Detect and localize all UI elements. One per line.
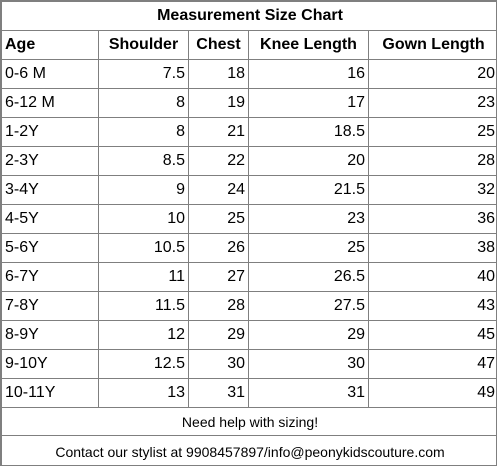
cell-chest: 29	[188, 320, 249, 350]
cell-age: 2-3Y	[1, 146, 99, 176]
cell-age: 5-6Y	[1, 233, 99, 263]
cell-shoulder: 7.5	[98, 59, 189, 89]
cell-knee-length: 27.5	[248, 291, 369, 321]
table-row: 3-4Y 9 24 21.5 32	[1, 175, 496, 205]
cell-chest: 19	[188, 88, 249, 118]
table-row: 5-6Y 10.5 26 25 38	[1, 233, 496, 263]
cell-age: 6-7Y	[1, 262, 99, 292]
table-row: 10-11Y 13 31 31 49	[1, 378, 496, 408]
cell-knee-length: 23	[248, 204, 369, 234]
cell-knee-length: 18.5	[248, 117, 369, 147]
table-row: 6-7Y 11 27 26.5 40	[1, 262, 496, 292]
cell-chest: 31	[188, 378, 249, 408]
cell-knee-length: 21.5	[248, 175, 369, 205]
cell-shoulder: 13	[98, 378, 189, 408]
column-header-chest: Chest	[188, 30, 249, 60]
cell-age: 10-11Y	[1, 378, 99, 408]
cell-age: 7-8Y	[1, 291, 99, 321]
cell-gown-length: 36	[367, 204, 496, 234]
table-row: 0-6 M 7.5 18 16 20	[1, 59, 496, 89]
cell-shoulder: 12	[98, 320, 189, 350]
cell-gown-length: 25	[367, 117, 496, 147]
cell-age: 4-5Y	[1, 204, 99, 234]
cell-shoulder: 10	[98, 204, 189, 234]
cell-age: 3-4Y	[1, 175, 99, 205]
table-row: 2-3Y 8.5 22 20 28	[1, 146, 496, 176]
help-text: Need help with sizing!	[1, 407, 496, 436]
cell-age: 1-2Y	[1, 117, 99, 147]
cell-shoulder: 12.5	[98, 349, 189, 379]
column-header-age: Age	[1, 30, 99, 60]
cell-gown-length: 49	[367, 378, 496, 408]
cell-gown-length: 43	[367, 291, 496, 321]
cell-age: 6-12 M	[1, 88, 99, 118]
cell-knee-length: 30	[248, 349, 369, 379]
cell-chest: 27	[188, 262, 249, 292]
column-header-gown-length: Gown Length	[367, 30, 496, 60]
cell-chest: 30	[188, 349, 249, 379]
cell-chest: 24	[188, 175, 249, 205]
cell-gown-length: 28	[367, 146, 496, 176]
cell-shoulder: 10.5	[98, 233, 189, 263]
cell-shoulder: 8	[98, 117, 189, 147]
cell-gown-length: 32	[367, 175, 496, 205]
cell-gown-length: 40	[367, 262, 496, 292]
cell-gown-length: 45	[367, 320, 496, 350]
cell-knee-length: 29	[248, 320, 369, 350]
cell-chest: 26	[188, 233, 249, 263]
cell-chest: 21	[188, 117, 249, 147]
table-row: 4-5Y 10 25 23 36	[1, 204, 496, 234]
column-header-knee-length: Knee Length	[248, 30, 369, 60]
cell-chest: 28	[188, 291, 249, 321]
cell-age: 8-9Y	[1, 320, 99, 350]
cell-knee-length: 26.5	[248, 262, 369, 292]
cell-shoulder: 9	[98, 175, 189, 205]
table-row: 7-8Y 11.5 28 27.5 43	[1, 291, 496, 321]
cell-shoulder: 8.5	[98, 146, 189, 176]
cell-shoulder: 11	[98, 262, 189, 292]
header-row: Age Shoulder Chest Knee Length Gown Leng…	[1, 30, 496, 60]
table-row: 6-12 M 8 19 17 23	[1, 88, 496, 118]
contact-text: Contact our stylist at 9908457897/info@p…	[1, 435, 496, 465]
table-row: 1-2Y 8 21 18.5 25	[1, 117, 496, 147]
cell-shoulder: 11.5	[98, 291, 189, 321]
cell-chest: 25	[188, 204, 249, 234]
cell-knee-length: 25	[248, 233, 369, 263]
cell-age: 0-6 M	[1, 59, 99, 89]
size-table: Measurement Size Chart Age Shoulder Ches…	[1, 1, 496, 465]
cell-gown-length: 47	[367, 349, 496, 379]
cell-gown-length: 38	[367, 233, 496, 263]
chart-title: Measurement Size Chart	[1, 1, 496, 31]
cell-gown-length: 20	[367, 59, 496, 89]
cell-chest: 18	[188, 59, 249, 89]
cell-knee-length: 17	[248, 88, 369, 118]
column-header-shoulder: Shoulder	[98, 30, 189, 60]
cell-knee-length: 31	[248, 378, 369, 408]
cell-knee-length: 16	[248, 59, 369, 89]
table-row: 8-9Y 12 29 29 45	[1, 320, 496, 350]
cell-gown-length: 23	[367, 88, 496, 118]
cell-age: 9-10Y	[1, 349, 99, 379]
cell-knee-length: 20	[248, 146, 369, 176]
table-row: 9-10Y 12.5 30 30 47	[1, 349, 496, 379]
cell-chest: 22	[188, 146, 249, 176]
cell-shoulder: 8	[98, 88, 189, 118]
